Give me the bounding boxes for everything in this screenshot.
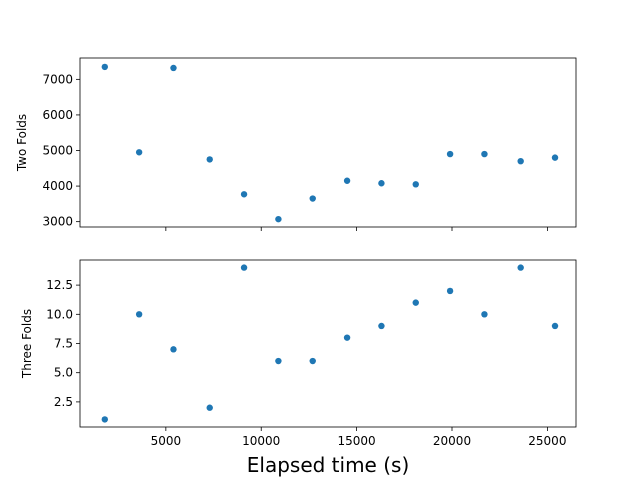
x-tick-label: 25000 — [528, 434, 566, 448]
data-point — [343, 177, 351, 184]
data-point — [206, 404, 213, 411]
data-point — [135, 149, 143, 156]
data-point — [446, 150, 454, 158]
data-point — [275, 357, 282, 365]
data-point — [170, 64, 177, 72]
data-point — [551, 154, 559, 161]
data-point — [517, 157, 524, 165]
data-point — [378, 180, 385, 187]
xlabel: Elapsed time (s) — [247, 453, 410, 477]
axes-frame — [79, 57, 577, 228]
x-tick-label: 10000 — [242, 434, 280, 448]
y-tick-label: 5.0 — [54, 366, 73, 380]
data-point — [240, 264, 248, 271]
y-tick-label: 10.0 — [46, 307, 73, 321]
data-point — [101, 63, 109, 71]
data-point — [551, 322, 559, 330]
y-tick-label: 2.5 — [54, 395, 73, 409]
x-tick-label: 20000 — [433, 434, 471, 448]
data-point — [412, 299, 419, 306]
x-tick-label: 5000 — [151, 434, 182, 448]
data-point — [517, 264, 524, 271]
data-point — [206, 156, 213, 163]
y-tick-label: 3000 — [42, 215, 73, 229]
data-point — [378, 322, 385, 330]
y-tick-label: 7000 — [42, 72, 73, 86]
data-point — [412, 181, 419, 188]
data-point — [481, 150, 488, 158]
ylabel-three-folds: Three Folds — [20, 309, 34, 379]
y-tick-label: 6000 — [42, 108, 73, 122]
x-tick-label: 15000 — [338, 434, 376, 448]
data-point — [481, 311, 488, 318]
panel-two-folds: 3000 4000 5000 6000 7000 — [42, 57, 577, 231]
data-point — [135, 311, 143, 318]
ylabel-two-folds: Two Folds — [15, 114, 29, 172]
data-point — [309, 357, 316, 365]
data-point — [170, 346, 177, 353]
y-tick-label: 5000 — [42, 144, 73, 158]
data-point — [240, 191, 248, 198]
data-point — [343, 334, 351, 341]
data-point — [309, 195, 316, 202]
y-tick-label: 4000 — [42, 179, 73, 193]
panel-three-folds: 5000 10000 15000 20000 25000 2.5 5.0 7.5 10.0 12.… — [46, 259, 577, 448]
data-point — [101, 416, 109, 423]
data-point — [446, 287, 454, 295]
y-tick-label: 12.5 — [46, 278, 73, 292]
data-point — [275, 215, 282, 223]
y-tick-label: 7.5 — [54, 337, 73, 351]
